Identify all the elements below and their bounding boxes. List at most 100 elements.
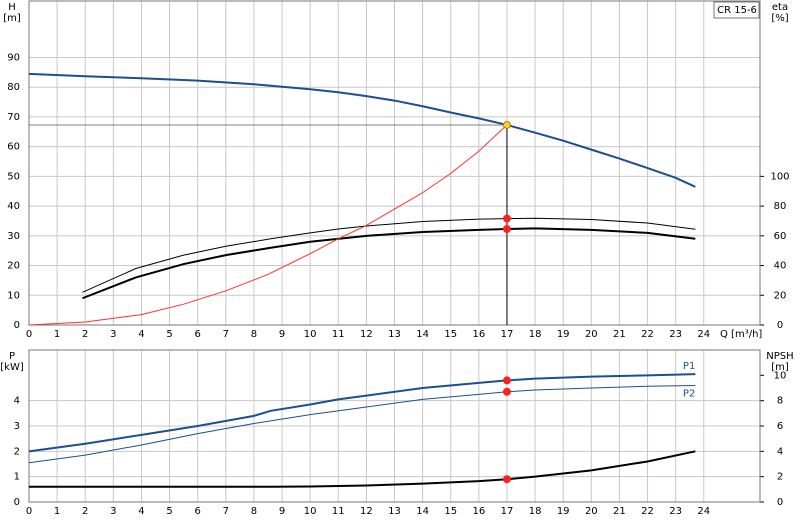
operating-point [502,475,511,484]
x-tick-label: 16 [472,506,485,517]
x-tick-label: 22 [641,506,654,517]
x-tick-label: 16 [472,329,485,340]
x-tick-label: 2 [82,329,88,340]
y2-axis-label: NPSH [766,351,793,362]
series-line [28,124,508,326]
x-tick-label: 13 [388,329,401,340]
y2-tick-label: 100 [770,171,789,182]
x-tick-label: 17 [501,506,514,517]
series-line [28,384,696,464]
y-axis-label: P [9,351,15,362]
x-tick-label: 20 [585,329,598,340]
x-tick-label: 8 [251,506,257,517]
y2-tick-label: 10 [774,370,787,381]
x-tick-label: 0 [26,329,32,340]
y-axis-unit: [m] [3,13,21,24]
x-tick-label: 12 [360,329,373,340]
plot-frame [28,349,761,503]
plot-frame [28,0,761,326]
x-tick-label: 3 [110,329,116,340]
series-label: P1 [683,361,695,372]
y-tick-label: 50 [7,171,20,182]
x-tick-label: 4 [138,506,144,517]
series-line [28,72,696,188]
y-tick-label: 30 [7,231,20,242]
y2-axis-unit: [m] [771,362,789,373]
series-label: P2 [683,388,695,399]
x-tick-label: 19 [557,506,570,517]
x-tick-label: 13 [388,506,401,517]
x-tick-label: 24 [697,329,710,340]
x-tick-label: 23 [669,506,682,517]
x-tick-label: 22 [641,329,654,340]
y2-tick-label: 80 [774,201,787,212]
x-tick-label: 12 [360,506,373,517]
x-tick-label: 2 [82,506,88,517]
y-axis-label: H [8,2,16,13]
y-tick-label: 1 [14,472,20,483]
operating-point [502,224,511,233]
x-tick-label: 20 [585,506,598,517]
x-tick-label: 10 [304,506,317,517]
x-tick-label: 19 [557,329,570,340]
y-tick-label: 3 [14,421,20,432]
y2-tick-label: 0 [777,497,783,508]
x-tick-label: 18 [529,506,542,517]
x-tick-label: 4 [138,329,144,340]
y2-tick-label: 20 [774,290,787,301]
x-tick-label: 5 [166,329,172,340]
operating-point [502,214,511,223]
legend-box [713,1,760,19]
y2-tick-label: 6 [777,421,783,432]
x-tick-label: 21 [613,506,626,517]
x-tick-label: 14 [416,329,429,340]
x-tick-label: 11 [332,506,345,517]
y-tick-label: 90 [7,52,20,63]
x-tick-label: 10 [304,329,317,340]
y2-tick-label: 0 [777,320,783,331]
y-tick-label: 60 [7,142,20,153]
x-tick-label: 6 [195,329,201,340]
x-tick-label: 15 [444,329,457,340]
x-tick-label: 8 [251,329,257,340]
y2-axis-label: eta [772,2,788,13]
x-tick-label: 6 [195,506,201,517]
y-tick-label: 2 [14,446,20,457]
operating-point [502,120,511,129]
x-tick-label: 1 [54,506,60,517]
y2-tick-label: 40 [774,261,787,272]
x-axis-label: Q [m³/h] [720,329,762,340]
x-tick-label: 14 [416,506,429,517]
series-line [82,217,696,293]
x-tick-label: 21 [613,329,626,340]
x-tick-label: 9 [279,329,285,340]
x-tick-label: 23 [669,329,682,340]
x-tick-label: 18 [529,329,542,340]
x-tick-label: 17 [501,329,514,340]
y-axis-unit: [kW] [0,362,24,373]
y2-tick-label: 8 [777,396,783,407]
y-tick-label: 40 [7,201,20,212]
x-tick-label: 3 [110,506,116,517]
y2-tick-label: 2 [777,472,783,483]
y-tick-label: 0 [14,497,20,508]
y-tick-label: 80 [7,82,20,93]
x-tick-label: 7 [223,506,229,517]
series-line [29,450,696,488]
y-tick-label: 70 [7,112,20,123]
operating-point [502,376,511,385]
x-tick-label: 7 [223,329,229,340]
legend-text: CR 15-6 [717,5,757,16]
x-tick-label: 9 [279,506,285,517]
x-tick-label: 24 [697,506,710,517]
y2-axis-unit: [%] [771,13,788,24]
x-tick-label: 0 [26,506,32,517]
y-tick-label: 0 [14,320,20,331]
y-tick-label: 10 [7,290,20,301]
x-tick-label: 1 [54,329,60,340]
y-tick-label: 20 [7,261,20,272]
operating-point [502,387,511,396]
series-line [82,227,696,300]
x-tick-label: 5 [166,506,172,517]
